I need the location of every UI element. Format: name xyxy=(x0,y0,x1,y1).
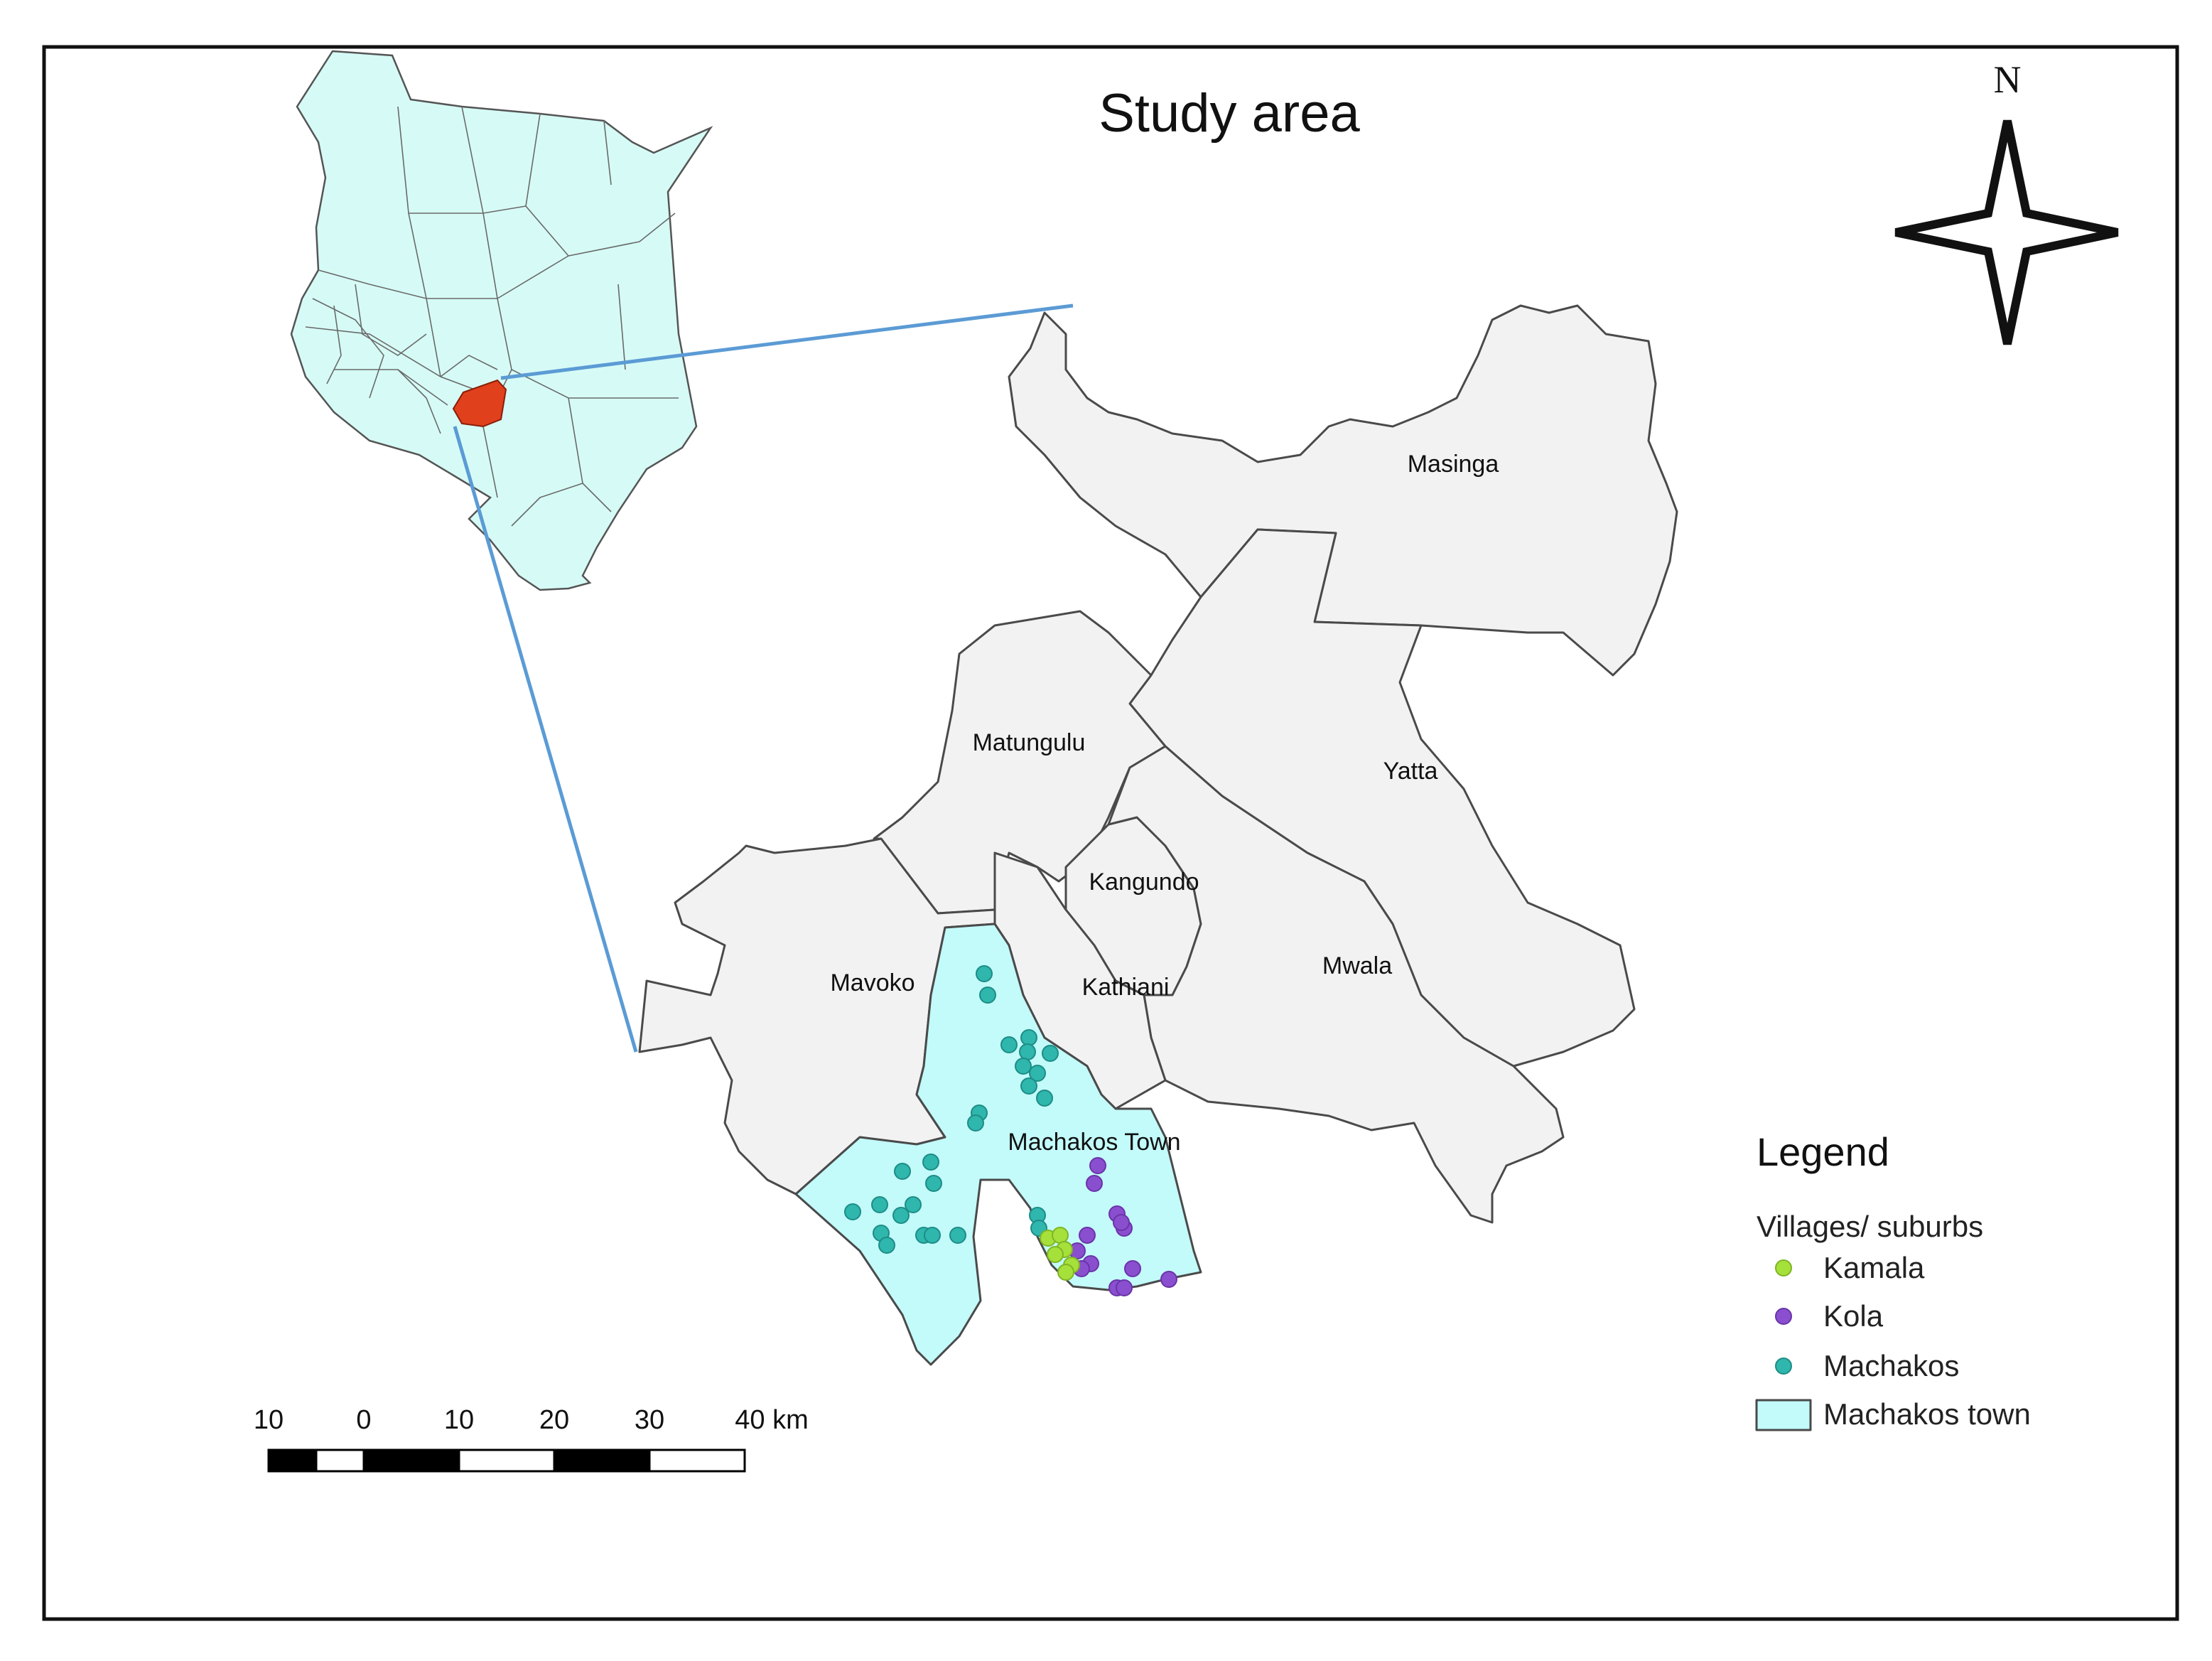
scale-tick-label: 20 xyxy=(539,1405,569,1435)
point-machakos xyxy=(922,1154,939,1171)
scale-bar: 10 0 10 20 30 40 km xyxy=(254,1405,809,1473)
machakos-county-highlight xyxy=(452,379,507,428)
point-machakos xyxy=(1029,1065,1046,1082)
legend-symbol-kola xyxy=(1775,1308,1792,1325)
point-kola xyxy=(1116,1279,1133,1296)
point-machakos xyxy=(878,1237,895,1254)
point-kola xyxy=(1089,1157,1106,1174)
point-machakos xyxy=(1000,1036,1018,1053)
point-machakos xyxy=(967,1114,984,1131)
point-machakos xyxy=(924,1227,941,1244)
scale-tick-label: 0 xyxy=(356,1405,371,1435)
map-title: Study area xyxy=(1099,83,1360,144)
label-masinga: Masinga xyxy=(1408,451,1499,478)
label-matungulu: Matungulu xyxy=(973,729,1086,756)
scale-tick-label: 30 xyxy=(635,1405,664,1435)
label-yatta: Yatta xyxy=(1383,758,1438,785)
point-machakos xyxy=(976,965,993,982)
label-mwala: Mwala xyxy=(1322,952,1392,979)
region-machakos-town xyxy=(794,923,1202,1366)
legend-group-title: Villages/ suburbs xyxy=(1757,1210,1983,1243)
village-points-kola xyxy=(1069,1157,1177,1296)
village-points-machakos xyxy=(844,965,1059,1254)
label-mavoko: Mavoko xyxy=(830,969,915,996)
legend: Legend Villages/ suburbs Kamala Kola Mac… xyxy=(1755,1129,2031,1431)
point-kola xyxy=(1160,1271,1177,1288)
point-machakos xyxy=(844,1203,861,1220)
point-machakos xyxy=(894,1163,911,1180)
point-kamala xyxy=(1047,1246,1064,1263)
point-machakos xyxy=(905,1196,922,1213)
legend-label-kola: Kola xyxy=(1823,1299,1884,1333)
point-machakos xyxy=(925,1175,942,1192)
kenya-outline xyxy=(290,50,713,591)
legend-label-machakos: Machakos xyxy=(1823,1349,1959,1382)
kenya-inset-map xyxy=(290,50,713,591)
point-kola xyxy=(1113,1214,1130,1231)
region-mwala xyxy=(1107,745,1565,1224)
legend-symbol-kamala xyxy=(1775,1259,1792,1276)
point-kola xyxy=(1124,1260,1141,1277)
point-machakos xyxy=(1020,1029,1037,1046)
sub-county-polygons xyxy=(638,304,1678,1366)
point-machakos xyxy=(1036,1090,1053,1107)
point-machakos xyxy=(1019,1043,1036,1060)
legend-symbol-machakos xyxy=(1775,1358,1792,1375)
point-kola xyxy=(1086,1175,1103,1192)
scale-tick-label: 10 xyxy=(254,1405,284,1435)
region-masinga xyxy=(1008,304,1678,677)
legend-title: Legend xyxy=(1757,1129,1889,1174)
label-machakos-town: Machakos Town xyxy=(1008,1129,1180,1156)
legend-symbol-machakos-town xyxy=(1755,1399,1812,1431)
label-kangundo: Kangundo xyxy=(1089,869,1199,896)
point-machakos xyxy=(892,1207,910,1224)
legend-label-machakos-town: Machakos town xyxy=(1823,1397,2031,1431)
region-labels: Masinga Yatta Matungulu Kangundo Mwala M… xyxy=(830,451,1499,1156)
north-arrow-icon: N xyxy=(1894,58,2119,345)
point-machakos xyxy=(949,1227,966,1244)
point-machakos xyxy=(979,987,996,1004)
north-label: N xyxy=(1994,58,2022,101)
point-machakos xyxy=(1020,1077,1037,1095)
point-kamala xyxy=(1057,1264,1074,1281)
point-kamala xyxy=(1052,1227,1069,1244)
legend-label-kamala: Kamala xyxy=(1823,1251,1925,1284)
point-kola xyxy=(1079,1227,1096,1244)
point-machakos xyxy=(1015,1058,1032,1075)
point-machakos xyxy=(871,1196,888,1213)
point-machakos xyxy=(1042,1045,1059,1062)
label-kathiani: Kathiani xyxy=(1082,974,1170,1001)
scale-tick-label: 40 km xyxy=(735,1405,808,1435)
inset-connector-lines xyxy=(453,303,1074,1053)
scale-tick-label: 10 xyxy=(444,1405,474,1435)
village-points-kamala xyxy=(1040,1227,1080,1281)
